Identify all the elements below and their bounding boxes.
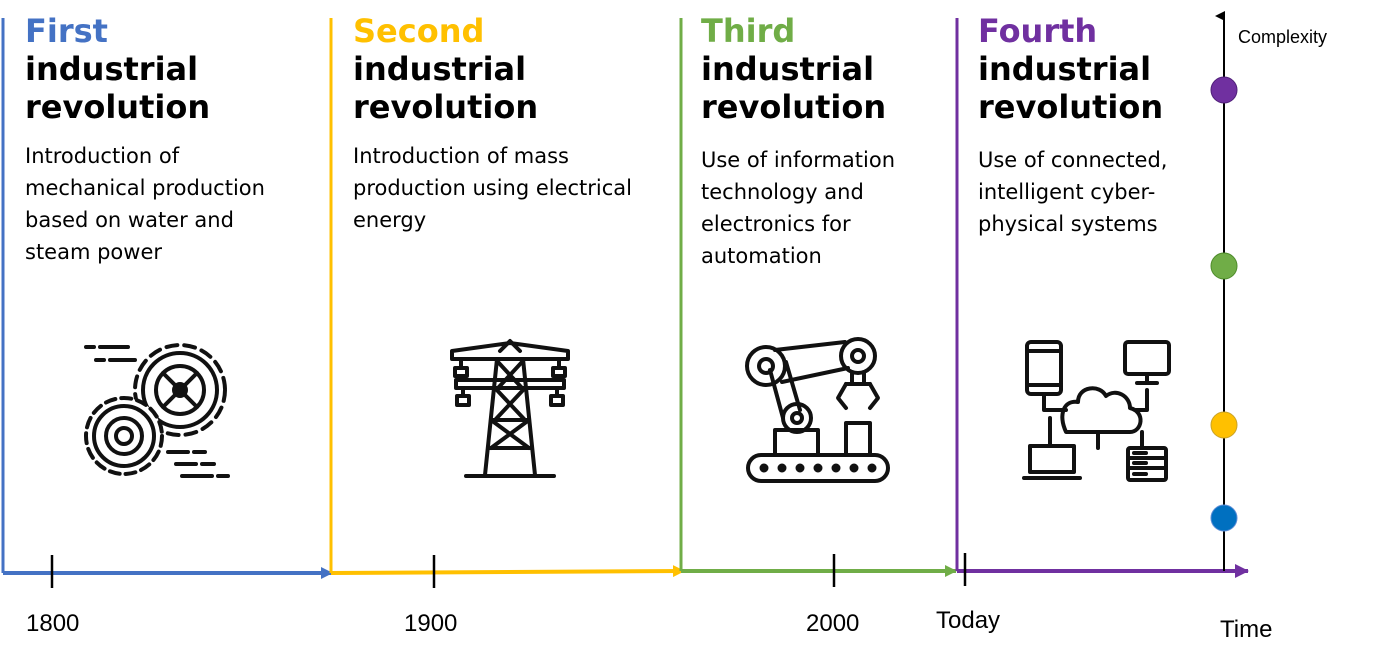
era-second-frame [329,18,685,588]
complexity-point-fourth [1210,76,1238,104]
tick-label-1900: 1900 [404,610,458,637]
tick-label-2000: 2000 [806,610,860,637]
complexity-point-third [1210,252,1238,280]
era-fourth-title: industrial revolution [978,50,1164,126]
era-fourth-frame [955,18,1249,586]
era-fourth-ordinal: Fourth [978,12,1098,50]
era-first-ordinal: First [25,12,108,50]
era-third-ordinal: Third [701,12,796,50]
era-third-title: industrial revolution [701,50,887,126]
y-axis-label-complexity: Complexity [1238,27,1328,47]
era-second-title: industrial revolution [353,50,539,126]
gears-icon [84,343,230,478]
complexity-point-first [1210,504,1238,532]
era-first-frame [1,18,333,588]
era-first-title: industrial revolution [25,50,211,126]
era-second-timeline-arrow [330,565,685,578]
tick-label-1800: 1800 [26,610,80,637]
x-axis-label-time: Time [1220,616,1273,643]
era-first-description: Introduction of mechanical production ba… [25,144,265,264]
era-second: Second industrial revolution Introductio… [353,12,653,236]
era-third-frame [679,18,957,587]
complexity-point-second [1210,411,1238,439]
era-third: Third industrial revolution Use of infor… [701,12,1001,272]
power-tower-icon [450,339,570,478]
era-fourth: Fourth industrial revolution Use of conn… [978,12,1278,240]
complexity-axis [1210,11,1238,571]
era-third-description: Use of information technology and electr… [701,148,896,268]
era-second-description: Introduction of mass production using el… [353,144,633,232]
era-second-ordinal: Second [353,12,485,50]
tick-label-today: Today [936,607,1001,634]
robot-arm-icon [745,337,890,483]
era-first: First industrial revolution Introduction… [25,12,325,268]
era-fourth-description: Use of connected, intelligent cyber- phy… [978,148,1168,236]
cloud-network-icon [1022,340,1171,482]
